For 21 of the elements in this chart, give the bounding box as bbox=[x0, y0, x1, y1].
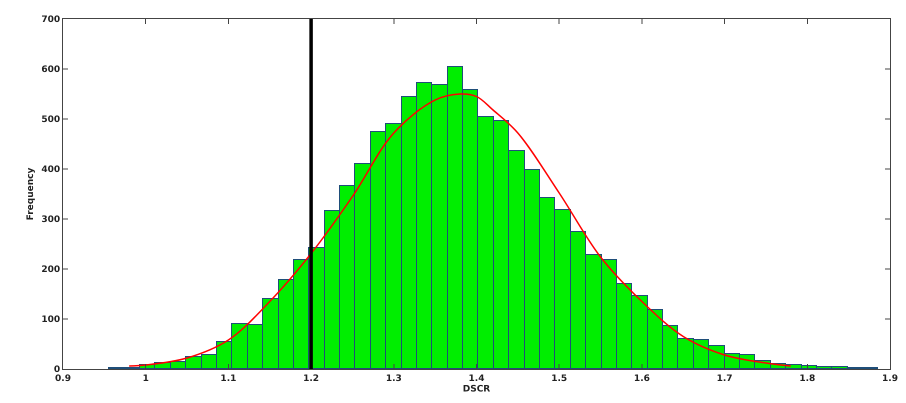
x-tick-label: 1.3 bbox=[386, 374, 402, 384]
x-axis-title: DSCR bbox=[462, 384, 490, 395]
y-tick-label: 300 bbox=[41, 215, 60, 226]
x-tick-label: 0.9 bbox=[55, 374, 71, 384]
y-tick-label: 500 bbox=[41, 115, 60, 126]
x-tick-label: 1.9 bbox=[882, 374, 898, 384]
x-tick-label: 1.8 bbox=[799, 374, 816, 384]
y-tick-label: 700 bbox=[41, 15, 60, 26]
y-tick-label: 0 bbox=[54, 365, 60, 376]
y-tick-label: 600 bbox=[41, 65, 60, 76]
x-tick-label: 1.6 bbox=[634, 374, 650, 384]
x-tick-label: 1.5 bbox=[551, 374, 568, 384]
y-tick-label: 100 bbox=[41, 315, 60, 326]
x-tick-label: 1.4 bbox=[468, 374, 484, 384]
y-tick-label: 200 bbox=[41, 265, 60, 276]
x-tick-label: 1.1 bbox=[220, 374, 236, 384]
y-tick-label: 400 bbox=[41, 165, 60, 176]
y-axis-title: Frequency bbox=[26, 168, 36, 220]
x-tick-label: 1.7 bbox=[716, 374, 733, 384]
x-tick-label: 1 bbox=[142, 374, 149, 384]
x-tick-label: 1.2 bbox=[303, 374, 320, 384]
